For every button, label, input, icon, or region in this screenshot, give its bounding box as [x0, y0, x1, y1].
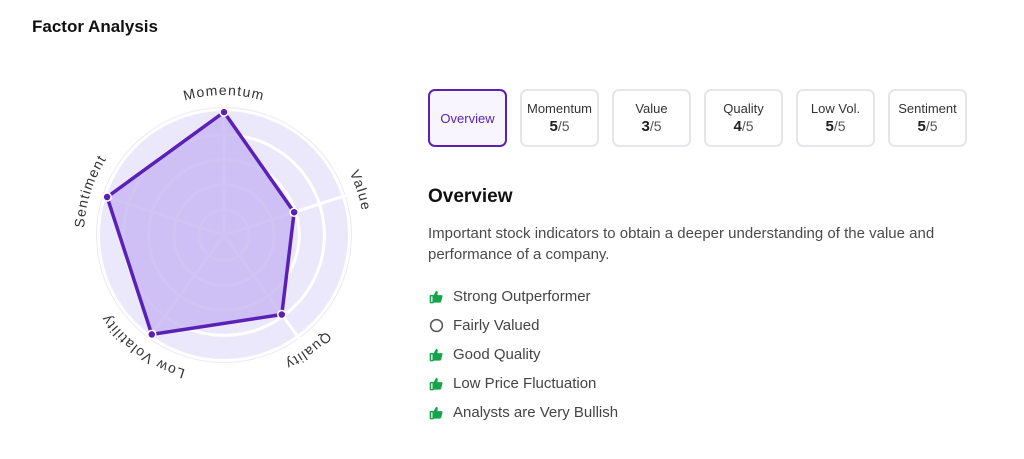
factor-label: Strong Outperformer — [453, 288, 591, 305]
radar-axis-label: Value — [347, 167, 375, 212]
thumbs-up-icon — [428, 347, 444, 363]
thumbs-up-icon — [428, 376, 444, 392]
factor-list: Strong Outperformer Fairly Valued Good Qua… — [428, 282, 618, 427]
tab-score: 5/5 — [549, 118, 570, 135]
neutral-circle-icon — [428, 318, 444, 334]
factor-item: Analysts are Very Bullish — [428, 398, 618, 427]
tab-value[interactable]: Value 3/5 — [612, 89, 691, 147]
tab-score: 3/5 — [641, 118, 662, 135]
factor-radar-chart: Momentum Value Quality Low Volatility Sentim… — [40, 60, 420, 440]
tab-label: Momentum — [526, 101, 593, 116]
radar-point-sentiment — [102, 192, 112, 202]
tab-label: Sentiment — [898, 101, 957, 116]
radar-point-momentum — [219, 107, 229, 117]
factor-item: Strong Outperformer — [428, 282, 618, 311]
factor-tabs: Overview Momentum 5/5 Value 3/5 Quality 4/5 Low… — [428, 89, 967, 147]
tab-score: 5/5 — [917, 118, 938, 135]
factor-item: Good Quality — [428, 340, 618, 369]
tab-momentum[interactable]: Momentum 5/5 — [520, 89, 599, 147]
radar-point-quality — [277, 309, 287, 320]
tab-overview[interactable]: Overview — [428, 89, 507, 147]
section-description: Important stock indicators to obtain a d… — [428, 225, 935, 263]
radar-point-low-volatility — [147, 329, 157, 340]
tab-label: Low Vol. — [810, 101, 861, 116]
factor-label: Fairly Valued — [453, 317, 540, 334]
radar-score-polygon — [105, 110, 296, 337]
page-title: Factor Analysis — [32, 17, 158, 36]
thumbs-up-icon — [428, 289, 444, 305]
thumbs-up-icon — [428, 405, 444, 421]
factor-item: Low Price Fluctuation — [428, 369, 618, 398]
tab-label: Value — [635, 101, 668, 116]
factor-label: Good Quality — [453, 346, 541, 363]
tab-score: 4/5 — [733, 118, 754, 135]
factor-label: Analysts are Very Bullish — [453, 404, 619, 421]
radar-point-value — [289, 207, 299, 217]
tab-score: 5/5 — [825, 118, 846, 135]
tab-label: Overview — [440, 110, 495, 126]
tab-label: Quality — [723, 101, 764, 116]
factor-item: Fairly Valued — [428, 311, 618, 340]
section-title: Overview — [428, 186, 513, 207]
factor-label: Low Price Fluctuation — [453, 375, 597, 392]
tab-quality[interactable]: Quality 4/5 — [704, 89, 783, 147]
tab-sentiment[interactable]: Sentiment 5/5 — [888, 89, 967, 147]
tab-low-vol[interactable]: Low Vol. 5/5 — [796, 89, 875, 147]
radar-axis-label: Momentum — [181, 82, 266, 103]
